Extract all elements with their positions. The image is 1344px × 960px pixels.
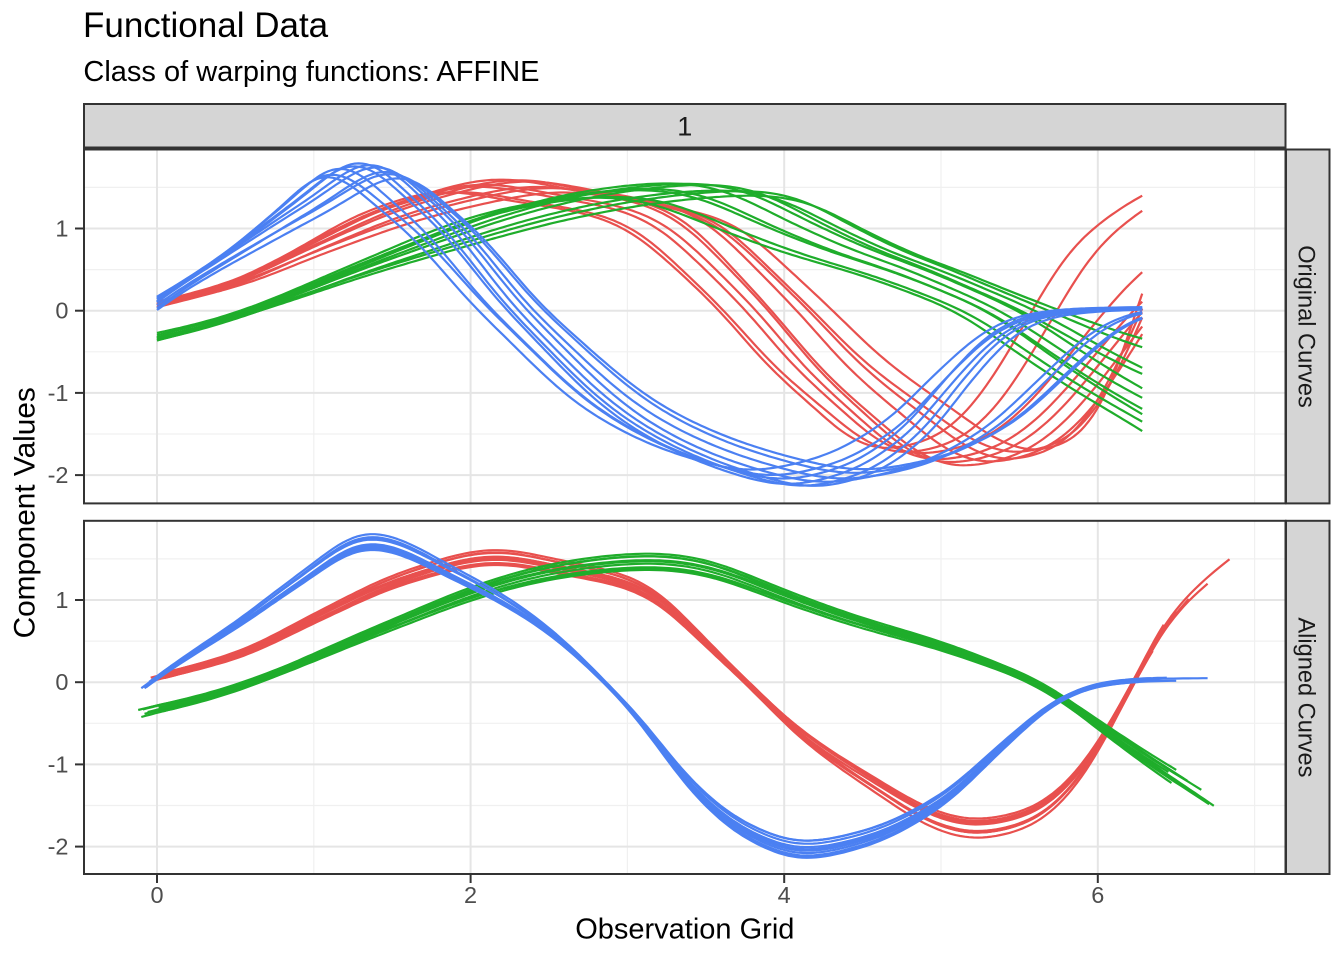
svg-text:Aligned Curves: Aligned Curves	[1293, 617, 1319, 777]
svg-text:0: 0	[150, 882, 163, 908]
svg-text:0: 0	[55, 298, 68, 324]
svg-text:Component Values: Component Values	[9, 387, 42, 638]
svg-text:Class of warping functions: AF: Class of warping functions: AFFINE	[83, 56, 539, 88]
svg-text:2: 2	[464, 882, 477, 908]
svg-text:0: 0	[55, 669, 68, 695]
svg-text:Functional Data: Functional Data	[83, 6, 329, 45]
svg-text:-2: -2	[48, 834, 69, 860]
svg-text:Observation Grid: Observation Grid	[575, 914, 794, 946]
svg-text:1: 1	[55, 216, 68, 242]
svg-text:4: 4	[778, 882, 791, 908]
svg-text:-1: -1	[48, 380, 69, 406]
svg-text:-2: -2	[48, 462, 69, 488]
svg-text:Original Curves: Original Curves	[1293, 245, 1319, 408]
svg-text:-1: -1	[48, 751, 69, 777]
svg-text:1: 1	[55, 587, 68, 613]
svg-text:1: 1	[677, 111, 692, 141]
svg-text:6: 6	[1091, 882, 1104, 908]
